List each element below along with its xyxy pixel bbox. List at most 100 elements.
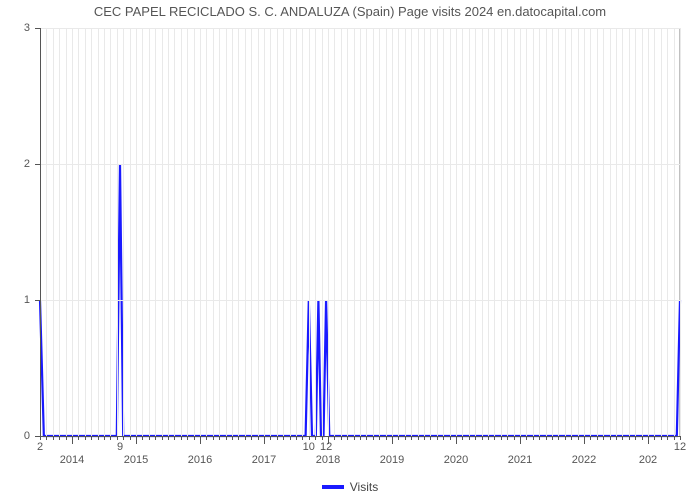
gridline-v xyxy=(168,28,169,436)
gridline-v xyxy=(648,28,649,436)
gridline-v xyxy=(379,28,380,436)
x-tick-label: 2018 xyxy=(316,454,340,466)
gridline-v xyxy=(373,28,374,436)
gridline-v xyxy=(546,28,547,436)
x-tick-mark-minor xyxy=(155,436,156,440)
x-tick-mark-minor xyxy=(418,436,419,440)
x-tick-mark-minor xyxy=(251,436,252,440)
gridline-v xyxy=(341,28,342,436)
x-tick-mark-minor xyxy=(571,436,572,440)
x-tick-label: 2017 xyxy=(252,454,276,466)
gridline-v xyxy=(443,28,444,436)
gridline-v xyxy=(290,28,291,436)
x-tick-mark-minor xyxy=(469,436,470,440)
gridline-v xyxy=(424,28,425,436)
gridline-v xyxy=(405,28,406,436)
x-tick-mark-minor xyxy=(565,436,566,440)
plot-inner xyxy=(40,28,680,436)
gridline-v xyxy=(264,28,265,436)
gridline-v xyxy=(507,28,508,436)
gridline-v xyxy=(590,28,591,436)
gridline-v xyxy=(475,28,476,436)
x-tick-mark-minor xyxy=(110,436,111,440)
y-tick-label: 0 xyxy=(0,430,30,442)
x-tick-mark-minor xyxy=(219,436,220,440)
gridline-v xyxy=(552,28,553,436)
x-tick-mark-minor xyxy=(398,436,399,440)
x-tick-mark-minor xyxy=(78,436,79,440)
x-tick-mark-minor xyxy=(181,436,182,440)
x-tick-label: 2021 xyxy=(508,454,532,466)
x-tick-mark-minor xyxy=(405,436,406,440)
x-tick-mark-minor xyxy=(245,436,246,440)
x-tick-mark-major xyxy=(200,436,201,444)
x-tick-mark-minor xyxy=(322,436,323,440)
gridline-v xyxy=(104,28,105,436)
gridline-v xyxy=(309,28,310,436)
x-tick-mark-minor xyxy=(674,436,675,440)
x-tick-mark-minor xyxy=(635,436,636,440)
x-tick-mark-minor xyxy=(283,436,284,440)
x-tick-mark-minor xyxy=(85,436,86,440)
gridline-v xyxy=(85,28,86,436)
gridline-v xyxy=(514,28,515,436)
x-tick-mark-minor xyxy=(226,436,227,440)
x-tick-mark-minor xyxy=(168,436,169,440)
x-tick-mark-minor xyxy=(475,436,476,440)
x-tick-mark-minor xyxy=(59,436,60,440)
gridline-v xyxy=(149,28,150,436)
x-extra-label: 10 xyxy=(303,441,315,453)
gridline-v xyxy=(302,28,303,436)
x-tick-mark-minor xyxy=(66,436,67,440)
x-tick-mark-minor xyxy=(149,436,150,440)
gridline-v xyxy=(366,28,367,436)
gridline-v xyxy=(181,28,182,436)
gridline-v xyxy=(296,28,297,436)
gridline-v xyxy=(91,28,92,436)
x-tick-mark-minor xyxy=(366,436,367,440)
x-tick-mark-minor xyxy=(552,436,553,440)
x-tick-mark-minor xyxy=(53,436,54,440)
x-tick-mark-minor xyxy=(526,436,527,440)
gridline-v xyxy=(194,28,195,436)
gridline-v xyxy=(360,28,361,436)
x-tick-mark-minor xyxy=(277,436,278,440)
x-tick-mark-major xyxy=(264,436,265,444)
x-tick-mark-minor xyxy=(501,436,502,440)
gridline-v xyxy=(226,28,227,436)
x-tick-mark-minor xyxy=(91,436,92,440)
gridline-v xyxy=(53,28,54,436)
x-tick-mark-minor xyxy=(533,436,534,440)
gridline-v xyxy=(482,28,483,436)
x-tick-mark-minor xyxy=(373,436,374,440)
x-tick-mark-minor xyxy=(616,436,617,440)
x-tick-mark-minor xyxy=(661,436,662,440)
gridline-v xyxy=(616,28,617,436)
x-tick-mark-major xyxy=(72,436,73,444)
gridline-v xyxy=(277,28,278,436)
x-tick-mark-minor xyxy=(450,436,451,440)
x-tick-mark-minor xyxy=(603,436,604,440)
gridline-v xyxy=(469,28,470,436)
gridline-v xyxy=(213,28,214,436)
x-extra-label: 9 xyxy=(117,441,123,453)
gridline-v xyxy=(98,28,99,436)
x-tick-mark-minor xyxy=(347,436,348,440)
gridline-v xyxy=(610,28,611,436)
x-tick-mark-minor xyxy=(194,436,195,440)
x-tick-mark-minor xyxy=(667,436,668,440)
gridline-v xyxy=(245,28,246,436)
gridline-v xyxy=(328,28,329,436)
y-axis-line xyxy=(40,28,41,436)
gridline-v xyxy=(526,28,527,436)
gridline-v xyxy=(66,28,67,436)
x-tick-mark-minor xyxy=(98,436,99,440)
x-tick-mark-minor xyxy=(443,436,444,440)
x-tick-mark-minor xyxy=(46,436,47,440)
gridline-v xyxy=(142,28,143,436)
x-tick-mark-minor xyxy=(411,436,412,440)
gridline-v xyxy=(603,28,604,436)
gridline-v xyxy=(667,28,668,436)
gridline-v xyxy=(565,28,566,436)
gridline-v xyxy=(462,28,463,436)
